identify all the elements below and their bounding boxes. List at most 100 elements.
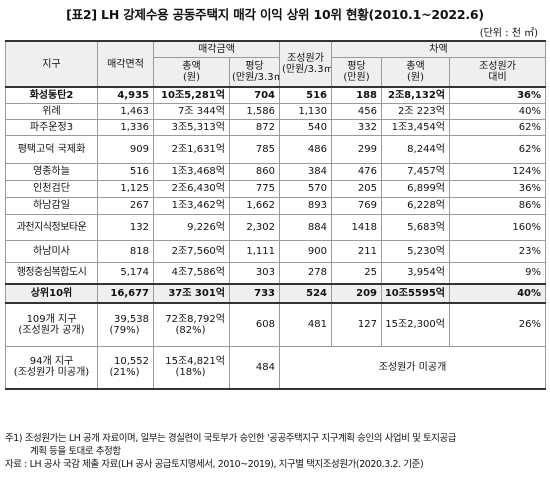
cell-area: 267 (97, 196, 154, 215)
cell-diff-pyeong: 456 (331, 102, 382, 120)
cell-cost: 893 (279, 196, 332, 215)
cell-diff-pyeong: 332 (331, 118, 382, 136)
cell-area: 1,125 (97, 179, 154, 198)
header-per-pyeong-unit: (만원/3.3㎡) (232, 71, 279, 83)
header-sale-amount: 매각금액 (153, 40, 280, 58)
cell-vs-cost: 40% (448, 283, 547, 304)
header-diff-total: 총액 (원) (381, 56, 450, 88)
cell-cost: 278 (279, 261, 332, 285)
cell-vs-cost: 62% (448, 118, 547, 136)
cell-diff-total: 2조 223억 (381, 102, 450, 120)
header-cost-label: 조성원가 (287, 53, 324, 64)
cell-per-pyeong: 608 (229, 302, 280, 347)
header-total: 총액 (원) (153, 56, 230, 88)
cell-cost: 884 (279, 213, 332, 241)
cell-area: 1,463 (97, 102, 154, 120)
cell-diff-total: 5,683억 (381, 213, 450, 241)
cell-area: 1,336 (97, 118, 154, 136)
table-row: 과천지식정보타운 132 9,226억 2,302 884 1418 5,683… (5, 213, 547, 241)
cell-vs-cost: 26% (448, 302, 547, 347)
cell-district: 109개 지구 (조성원가 공개) (5, 302, 98, 347)
source-note: 자료 : LH 공사 국감 제출 자료(LH 공사 공급토지명세서, 2010~… (5, 459, 424, 470)
cell-amount: 2조6,430억 (153, 179, 230, 198)
label-line1: 94개 지구 (29, 356, 74, 368)
amount-pct: (82%) (175, 324, 206, 336)
area-pct: (79%) (109, 324, 140, 336)
cell-district: 하남감일 (5, 196, 98, 215)
label-line2: (조성원가 미공개) (13, 367, 90, 379)
cell-area: 132 (97, 213, 154, 241)
header-diff-pyeong-label: 평당 (347, 60, 366, 72)
cell-cost: 540 (279, 118, 332, 136)
cell-per-pyeong: 872 (229, 118, 280, 136)
cell-diff-total: 5,230억 (381, 239, 450, 263)
cell-diff-total: 6,228억 (381, 196, 450, 215)
cell-amount: 15조4,821억 (18%) (153, 345, 230, 390)
header-vs-cost-label2: 대비 (488, 71, 507, 83)
table-row-top10: 상위10위 16,677 37조 301억 733 524 209 10조559… (5, 283, 547, 304)
amount-value: 72조8,792억 (165, 313, 225, 325)
cell-amount: 2조7,560억 (153, 239, 230, 263)
cell-diff-pyeong: 299 (331, 134, 382, 164)
cell-area: 516 (97, 162, 154, 181)
header-diff-pyeong-unit: (만원) (343, 71, 370, 83)
cell-amount: 2조1,631억 (153, 134, 230, 164)
cell-amount: 72조8,792억 (82%) (153, 302, 230, 347)
footnote-1: 주1) 조성원가는 LH 공개 자료이며, 일부는 경실련이 국토부가 승인한 … (5, 433, 457, 444)
header-vs-cost-label: 조성원가 (479, 60, 516, 72)
cell-area: 10,552 (21%) (97, 345, 154, 390)
cell-diff-pyeong: 209 (331, 283, 382, 304)
cell-district: 하남미사 (5, 239, 98, 263)
cell-per-pyeong: 1,111 (229, 239, 280, 263)
cell-vs-cost: 23% (448, 239, 547, 263)
cell-diff-pyeong: 188 (331, 86, 382, 104)
table-row: 평택고덕 국제화 909 2조1,631억 785 486 299 8,244억… (5, 134, 547, 164)
table-row-109: 109개 지구 (조성원가 공개) 39,538 (79%) 72조8,792억… (5, 302, 547, 347)
header-per-pyeong-label: 평당 (245, 60, 264, 72)
table-row: 화성동탄2 4,935 10조5,281억 704 516 188 2조8,13… (5, 86, 547, 104)
cell-district: 파주운정3 (5, 118, 98, 136)
cell-cost: 524 (279, 283, 332, 304)
cell-district: 과천지식정보타운 (5, 213, 98, 241)
area-pct: (21%) (109, 367, 140, 379)
cell-diff-total: 6,899억 (381, 179, 450, 198)
cell-amount: 3조5,313억 (153, 118, 230, 136)
cell-cost: 1,130 (279, 102, 332, 120)
cell-district: 행정중심복합도시 (5, 261, 98, 285)
sales-table: 지구 매각면적 매각금액 조성원가 (만원/3.3㎡) 차액 총액 (원) 평당… (5, 40, 547, 390)
cell-district: 인천검단 (5, 179, 98, 198)
cell-per-pyeong: 2,302 (229, 213, 280, 241)
header-cost-unit: (만원/3.3㎡) (282, 64, 331, 75)
cell-per-pyeong: 484 (229, 345, 280, 390)
area-value: 39,538 (114, 313, 149, 325)
cell-vs-cost: 36% (448, 86, 547, 104)
cell-undisclosed: 조성원가 미공개 (278, 345, 547, 390)
header-per-pyeong: 평당 (만원/3.3㎡) (229, 56, 280, 88)
cell-diff-pyeong: 25 (331, 261, 382, 285)
table-row: 파주운정3 1,336 3조5,313억 872 540 332 1조3,454… (5, 118, 547, 136)
cell-diff-pyeong: 769 (331, 196, 382, 215)
cell-diff-total: 15조2,300억 (381, 302, 450, 347)
cell-area: 909 (97, 134, 154, 164)
footnotes: 주1) 조성원가는 LH 공개 자료이며, 일부는 경실련이 국토부가 승인한 … (5, 432, 545, 471)
area-value: 10,552 (114, 356, 149, 368)
label-line1: 109개 지구 (26, 313, 77, 325)
cell-per-pyeong: 704 (229, 86, 280, 104)
cell-per-pyeong: 733 (229, 283, 280, 304)
cell-amount: 1조3,462억 (153, 196, 230, 215)
cell-per-pyeong: 785 (229, 134, 280, 164)
cell-per-pyeong: 303 (229, 261, 280, 285)
cell-district: 평택고덕 국제화 (5, 134, 98, 164)
table-row: 하남감일 267 1조3,462억 1,662 893 769 6,228억 8… (5, 196, 547, 215)
cell-district: 화성동탄2 (5, 86, 98, 104)
cell-cost: 900 (279, 239, 332, 263)
cell-diff-pyeong: 205 (331, 179, 382, 198)
cell-district: 94개 지구 (조성원가 미공개) (5, 345, 98, 390)
cell-amount: 10조5,281억 (153, 86, 230, 104)
header-vs-cost: 조성원가 대비 (448, 56, 547, 88)
amount-pct: (18%) (175, 367, 206, 379)
cell-area: 5,174 (97, 261, 154, 285)
table-row: 하남미사 818 2조7,560억 1,111 900 211 5,230억 2… (5, 239, 547, 263)
cell-diff-pyeong: 127 (331, 302, 382, 347)
cell-area: 818 (97, 239, 154, 263)
